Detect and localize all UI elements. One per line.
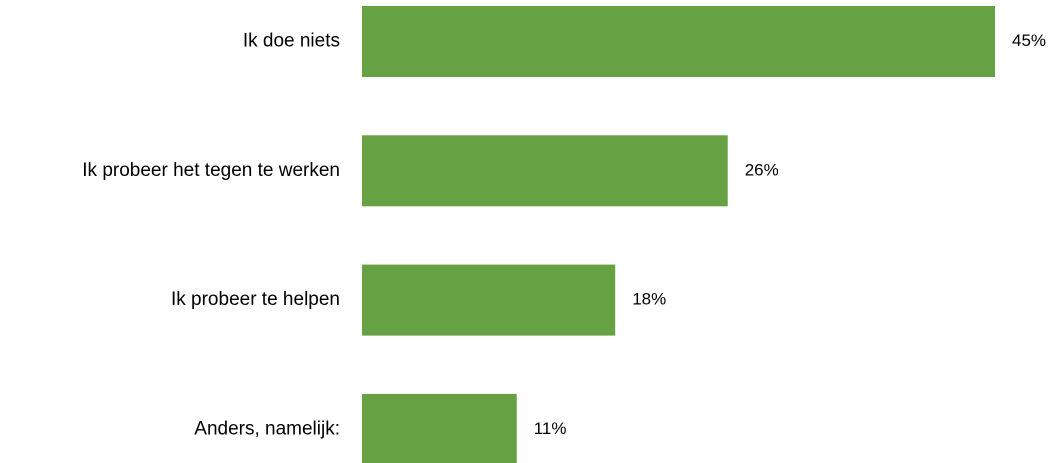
value-label: 18% (632, 290, 666, 309)
bar (362, 6, 995, 77)
bar (362, 135, 728, 207)
category-label: Ik probeer het tegen te werken (82, 160, 340, 181)
value-label: 11% (534, 419, 567, 438)
value-label: 26% (745, 160, 779, 179)
bar (362, 393, 517, 463)
category-label: Ik doe niets (243, 31, 340, 52)
value-label: 45% (1012, 31, 1046, 50)
bar (362, 264, 616, 336)
category-label: Anders, namelijk: (194, 418, 340, 439)
category-label: Ik probeer te helpen (171, 289, 340, 310)
